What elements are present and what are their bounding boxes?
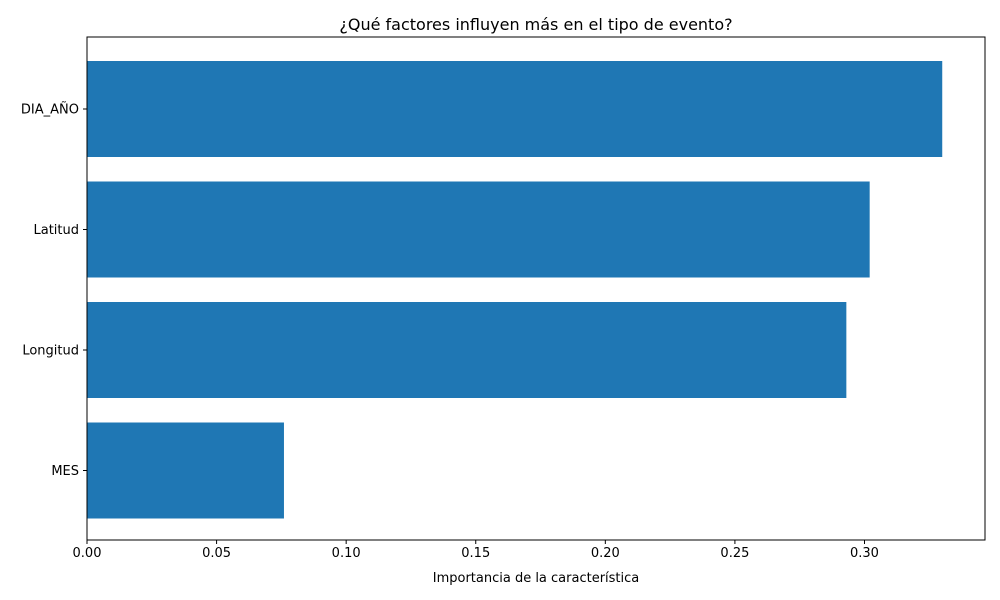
x-tick-label: 0.05	[202, 546, 231, 561]
x-tick-label: 0.20	[591, 546, 620, 561]
x-axis-label: Importancia de la característica	[433, 571, 640, 586]
bar-3	[87, 422, 284, 519]
y-tick-label: Longitud	[22, 344, 79, 359]
x-axis-ticks: 0.00 0.05 0.10 0.15 0.20 0.25 0.30	[73, 540, 879, 561]
x-tick-label: 0.15	[461, 546, 490, 561]
x-tick-label: 0.25	[720, 546, 749, 561]
bar-0	[87, 61, 943, 157]
chart-title: ¿Qué factores influyen más en el tipo de…	[339, 15, 732, 34]
y-axis-ticks: DIA_AÑO Latitud Longitud MES	[21, 102, 87, 479]
y-tick-label: Latitud	[33, 223, 79, 238]
bar-2	[87, 302, 847, 398]
x-tick-label: 0.00	[73, 546, 102, 561]
y-tick-label: MES	[51, 464, 79, 479]
x-tick-label: 0.10	[332, 546, 361, 561]
plot-frame	[86, 36, 986, 541]
x-tick-label: 0.30	[850, 546, 879, 561]
y-tick-label: DIA_AÑO	[21, 102, 79, 118]
bar-1	[87, 181, 870, 278]
bars-group	[87, 61, 943, 519]
